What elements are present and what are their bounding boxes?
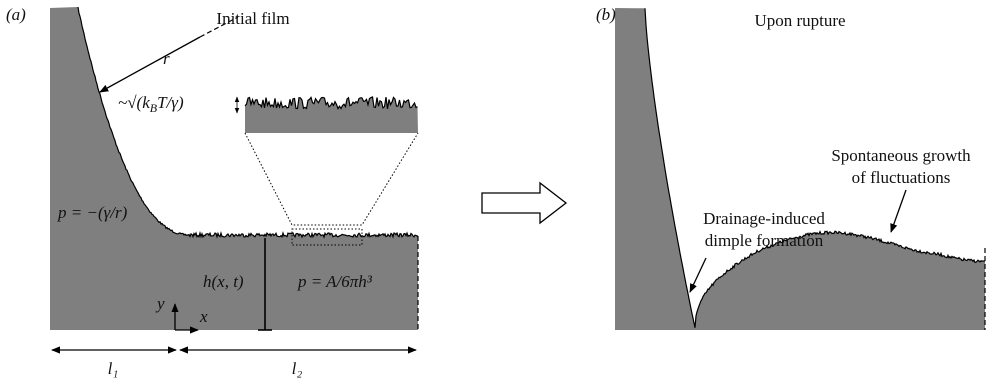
film-profile <box>615 8 985 330</box>
laplace-label: p = −(γ/r) <box>57 203 128 222</box>
panel-title: Initial film <box>216 9 289 28</box>
axis-x-label: x <box>199 307 208 326</box>
noise-label-main: ~√(k <box>118 93 150 112</box>
growth-arrow <box>890 189 907 233</box>
transition-arrow <box>481 181 568 225</box>
film-surface <box>77 6 419 239</box>
height-label: h(x, t) <box>203 272 244 291</box>
noise-label-sub: B <box>150 101 158 115</box>
panel-a: (a) Initial film r ~√(kBT/γ) p = −(γ/r) … <box>6 5 419 378</box>
radius-label: r <box>163 49 170 68</box>
dimple-note: dimple formation <box>705 231 824 250</box>
panel-label: (a) <box>6 5 26 24</box>
radius-arrow <box>99 36 201 93</box>
inset-fill <box>245 97 418 133</box>
panel-label: (b) <box>596 5 616 24</box>
panel-b: (b) Upon rupture Drainage-induced dimple… <box>596 5 986 330</box>
panel-title: Upon rupture <box>754 11 845 30</box>
growth-note: of fluctuations <box>852 168 951 187</box>
length-1-label: l₁ <box>108 359 119 378</box>
zoom-box <box>291 228 363 246</box>
disjoining-label: p = A/6πh³ <box>297 272 373 291</box>
length-2-label: l₂ <box>292 359 303 378</box>
zoom-lines <box>244 132 419 226</box>
inset-surface <box>244 96 418 110</box>
film-profile <box>50 7 418 330</box>
noise-label-rest: T/γ) <box>157 93 184 112</box>
axis-y-label: y <box>155 294 165 313</box>
radius-dash <box>199 16 239 38</box>
dimple-note: Drainage-induced <box>703 209 825 228</box>
film-surface <box>644 8 986 328</box>
growth-note: Spontaneous growth <box>831 146 971 165</box>
dimple-arrow <box>689 257 707 293</box>
noise-label: ~√(kBT/γ) <box>118 93 184 115</box>
